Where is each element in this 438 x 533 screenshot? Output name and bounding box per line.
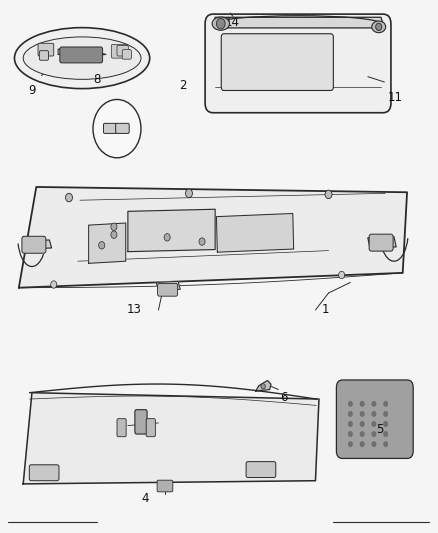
FancyBboxPatch shape bbox=[117, 45, 128, 56]
Circle shape bbox=[93, 100, 141, 158]
Circle shape bbox=[347, 441, 352, 447]
Polygon shape bbox=[367, 237, 395, 248]
Circle shape bbox=[99, 241, 105, 249]
FancyBboxPatch shape bbox=[29, 465, 59, 481]
Circle shape bbox=[359, 441, 364, 447]
Text: 9: 9 bbox=[28, 84, 36, 97]
FancyBboxPatch shape bbox=[246, 462, 275, 478]
Circle shape bbox=[359, 431, 364, 437]
FancyBboxPatch shape bbox=[22, 236, 46, 253]
FancyBboxPatch shape bbox=[122, 50, 131, 59]
Circle shape bbox=[347, 431, 352, 437]
Circle shape bbox=[338, 271, 344, 279]
Ellipse shape bbox=[14, 28, 149, 88]
Text: 11: 11 bbox=[387, 91, 402, 104]
Polygon shape bbox=[58, 49, 106, 57]
Circle shape bbox=[216, 18, 225, 29]
FancyBboxPatch shape bbox=[60, 47, 102, 63]
Text: 4: 4 bbox=[141, 492, 149, 505]
Circle shape bbox=[371, 431, 375, 437]
FancyBboxPatch shape bbox=[368, 234, 392, 251]
Circle shape bbox=[198, 238, 205, 245]
FancyBboxPatch shape bbox=[336, 380, 412, 458]
Circle shape bbox=[371, 421, 375, 426]
FancyBboxPatch shape bbox=[39, 51, 48, 60]
Circle shape bbox=[383, 401, 387, 407]
FancyBboxPatch shape bbox=[134, 410, 147, 434]
FancyBboxPatch shape bbox=[38, 43, 53, 56]
Circle shape bbox=[260, 384, 265, 389]
Polygon shape bbox=[215, 17, 382, 28]
Text: 14: 14 bbox=[225, 16, 240, 29]
Text: 10: 10 bbox=[112, 125, 126, 139]
FancyBboxPatch shape bbox=[157, 284, 177, 296]
Text: 3: 3 bbox=[233, 79, 240, 92]
Ellipse shape bbox=[212, 17, 229, 30]
Circle shape bbox=[324, 190, 331, 199]
Circle shape bbox=[383, 411, 387, 417]
Text: 6: 6 bbox=[280, 391, 287, 404]
Ellipse shape bbox=[371, 21, 385, 33]
Text: 5: 5 bbox=[376, 423, 383, 437]
Circle shape bbox=[371, 411, 375, 417]
FancyBboxPatch shape bbox=[205, 14, 390, 113]
Circle shape bbox=[383, 441, 387, 447]
Ellipse shape bbox=[23, 37, 141, 79]
Circle shape bbox=[185, 189, 192, 198]
FancyBboxPatch shape bbox=[146, 419, 155, 437]
Circle shape bbox=[164, 233, 170, 241]
Text: 13: 13 bbox=[127, 303, 141, 317]
Circle shape bbox=[359, 421, 364, 426]
FancyBboxPatch shape bbox=[157, 480, 173, 492]
FancyBboxPatch shape bbox=[111, 44, 127, 58]
Circle shape bbox=[50, 281, 57, 288]
Circle shape bbox=[359, 411, 364, 417]
Polygon shape bbox=[156, 281, 180, 290]
FancyBboxPatch shape bbox=[116, 123, 129, 133]
Circle shape bbox=[375, 23, 381, 30]
Text: 2: 2 bbox=[178, 79, 186, 92]
Circle shape bbox=[111, 231, 117, 238]
Polygon shape bbox=[19, 187, 406, 288]
FancyBboxPatch shape bbox=[117, 419, 126, 437]
Circle shape bbox=[371, 441, 375, 447]
Circle shape bbox=[65, 193, 72, 202]
Polygon shape bbox=[127, 209, 215, 252]
Polygon shape bbox=[255, 381, 270, 391]
Polygon shape bbox=[88, 223, 125, 263]
Circle shape bbox=[359, 401, 364, 407]
Polygon shape bbox=[23, 393, 318, 484]
Text: 8: 8 bbox=[92, 73, 100, 86]
Circle shape bbox=[347, 401, 352, 407]
FancyBboxPatch shape bbox=[221, 34, 332, 91]
Circle shape bbox=[383, 431, 387, 437]
Text: 1: 1 bbox=[321, 303, 329, 317]
Circle shape bbox=[371, 401, 375, 407]
FancyBboxPatch shape bbox=[103, 123, 117, 133]
Circle shape bbox=[383, 421, 387, 426]
Circle shape bbox=[347, 411, 352, 417]
Circle shape bbox=[111, 223, 117, 230]
Polygon shape bbox=[216, 214, 293, 252]
Circle shape bbox=[347, 421, 352, 426]
Polygon shape bbox=[23, 240, 51, 249]
